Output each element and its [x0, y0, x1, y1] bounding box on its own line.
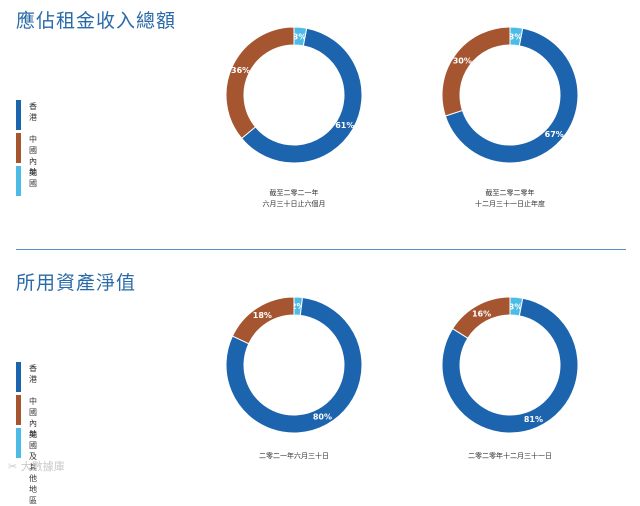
- chart-caption: 截至二零二一年 六月三十日止六個月: [204, 188, 384, 210]
- legend-swatch: [16, 428, 21, 458]
- legend-swatch: [16, 100, 21, 130]
- caption-line: 截至二零二一年: [269, 189, 319, 197]
- caption-line: 二零二一年六月三十日: [259, 452, 329, 460]
- legend-swatch: [16, 133, 21, 163]
- donut-chart-rental-2020: 3% 67% 30%: [441, 26, 579, 164]
- slice-value-label: 61%: [335, 121, 354, 130]
- slice-value-label: 3%: [293, 32, 307, 41]
- section-divider: [16, 249, 626, 250]
- donut-slice-hk: [225, 296, 363, 434]
- slice-value-label: 3%: [509, 32, 523, 41]
- caption-line: 截至二零二零年: [485, 189, 535, 197]
- donut-chart-assets-2021: 2% 80% 18%: [225, 296, 363, 434]
- slice-value-label: 30%: [453, 56, 472, 65]
- slice-value-label: 3%: [509, 302, 523, 311]
- donut-slice-cn: [451, 296, 511, 339]
- legend-label: 香港: [29, 364, 37, 384]
- caption-line: 十二月三十一日止年度: [475, 200, 545, 208]
- legend-label: 中國內地: [29, 135, 37, 177]
- caption-line: 二零二零年十二月三十一日: [468, 452, 552, 460]
- legend-swatch: [16, 362, 21, 392]
- donut-slice-hk: [240, 27, 363, 164]
- donut-chart-rental-2021h1: 3% 61% 36%: [225, 26, 363, 164]
- slice-value-label: 36%: [231, 66, 250, 75]
- slice-value-label: 80%: [313, 413, 332, 422]
- donut-chart-assets-2020: 3% 81% 16%: [441, 296, 579, 434]
- watermark-text: 大數據庫: [20, 460, 65, 473]
- legend-label: 中國內地: [29, 397, 37, 439]
- section-title-rental-income: 應佔租金收入總額: [16, 10, 177, 32]
- donut-slice-cn: [231, 296, 295, 345]
- watermark-icon: ✂: [8, 460, 21, 473]
- slice-value-label: 16%: [472, 309, 491, 318]
- chart-caption: 二零二一年六月三十日: [204, 451, 384, 462]
- watermark-logo: ✂ 大數據庫: [8, 458, 65, 474]
- legend-label: 美國: [29, 168, 37, 188]
- slice-value-label: 81%: [524, 415, 543, 424]
- section-title-net-assets: 所用資產淨值: [16, 272, 137, 294]
- legend-swatch: [16, 395, 21, 425]
- slice-value-label: 67%: [545, 130, 564, 139]
- donut-slice-cn: [225, 26, 295, 140]
- chart-caption: 二零二零年十二月三十一日: [420, 451, 600, 462]
- donut-slice-hk: [444, 27, 579, 164]
- donut-slice-cn: [441, 26, 511, 117]
- legend-label: 香港: [29, 102, 37, 122]
- donut-slice-hk: [441, 297, 579, 434]
- caption-line: 六月三十日止六個月: [262, 200, 326, 208]
- legend-swatch: [16, 166, 21, 196]
- slice-value-label: 2%: [291, 302, 305, 311]
- chart-caption: 截至二零二零年十二月三十一日止年度: [420, 188, 600, 210]
- slice-value-label: 18%: [253, 311, 272, 320]
